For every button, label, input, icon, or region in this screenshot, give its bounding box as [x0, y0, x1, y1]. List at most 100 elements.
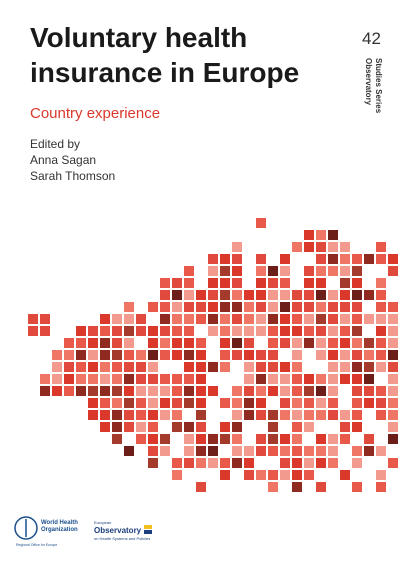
- map-square: [388, 422, 398, 432]
- map-square: [172, 290, 182, 300]
- map-square: [352, 338, 362, 348]
- map-square: [316, 386, 326, 396]
- editor: Sarah Thomson: [30, 169, 115, 183]
- map-square: [124, 446, 134, 456]
- map-square: [304, 326, 314, 336]
- map-square: [148, 434, 158, 444]
- map-square: [280, 458, 290, 468]
- map-square: [160, 386, 170, 396]
- map-square: [388, 302, 398, 312]
- map-square: [340, 290, 350, 300]
- map-square: [136, 326, 146, 336]
- map-square: [292, 350, 302, 360]
- map-square: [328, 326, 338, 336]
- map-square: [268, 482, 278, 492]
- logo-text: European: [94, 520, 111, 525]
- map-square: [208, 458, 218, 468]
- map-square: [328, 350, 338, 360]
- map-square: [112, 362, 122, 372]
- map-square: [160, 374, 170, 384]
- map-square: [292, 386, 302, 396]
- map-square: [76, 386, 86, 396]
- map-square: [340, 266, 350, 276]
- map-square: [28, 314, 38, 324]
- map-square: [304, 242, 314, 252]
- map-square: [292, 326, 302, 336]
- editors-intro: Edited by: [30, 137, 80, 151]
- map-square: [136, 362, 146, 372]
- map-square: [112, 410, 122, 420]
- map-square: [64, 338, 74, 348]
- observatory-logo: European Observatory on Health Systems a…: [94, 520, 152, 541]
- map-square: [304, 398, 314, 408]
- map-square: [220, 254, 230, 264]
- map-square: [256, 434, 266, 444]
- map-square: [292, 422, 302, 432]
- map-square: [304, 410, 314, 420]
- map-square: [244, 362, 254, 372]
- map-square: [376, 326, 386, 336]
- map-square: [124, 374, 134, 384]
- map-square: [256, 302, 266, 312]
- map-square: [136, 386, 146, 396]
- map-square: [28, 326, 38, 336]
- title-line: Voluntary health: [30, 22, 247, 53]
- map-square: [304, 374, 314, 384]
- map-square: [160, 314, 170, 324]
- map-square: [268, 434, 278, 444]
- map-square: [100, 398, 110, 408]
- map-square: [316, 458, 326, 468]
- map-square: [136, 314, 146, 324]
- map-square: [88, 350, 98, 360]
- map-square: [100, 362, 110, 372]
- map-square: [364, 434, 374, 444]
- map-square: [148, 458, 158, 468]
- map-square: [340, 362, 350, 372]
- map-square: [172, 302, 182, 312]
- map-square: [124, 314, 134, 324]
- map-square: [232, 422, 242, 432]
- map-square: [316, 410, 326, 420]
- map-square: [160, 398, 170, 408]
- map-square: [136, 374, 146, 384]
- map-square: [100, 314, 110, 324]
- map-square: [148, 398, 158, 408]
- map-square: [160, 434, 170, 444]
- map-square: [220, 350, 230, 360]
- map-square: [376, 386, 386, 396]
- map-square: [292, 458, 302, 468]
- map-square: [256, 350, 266, 360]
- map-square: [160, 446, 170, 456]
- map-square: [232, 302, 242, 312]
- map-square: [184, 278, 194, 288]
- map-square: [340, 242, 350, 252]
- map-square: [328, 302, 338, 312]
- map-square: [280, 338, 290, 348]
- map-square: [280, 314, 290, 324]
- map-square: [304, 290, 314, 300]
- map-square: [124, 362, 134, 372]
- map-square: [376, 362, 386, 372]
- map-square: [232, 266, 242, 276]
- map-square: [388, 410, 398, 420]
- map-square: [220, 338, 230, 348]
- map-square: [292, 434, 302, 444]
- map-square: [220, 362, 230, 372]
- map-square: [52, 374, 62, 384]
- map-square: [100, 410, 110, 420]
- map-square: [196, 374, 206, 384]
- map-square: [352, 446, 362, 456]
- logo-text: on Health Systems and Policies: [94, 536, 150, 541]
- map-square: [304, 266, 314, 276]
- map-square: [292, 362, 302, 372]
- map-square: [316, 302, 326, 312]
- map-square: [340, 302, 350, 312]
- map-square: [172, 326, 182, 336]
- map-square: [268, 386, 278, 396]
- map-square: [172, 278, 182, 288]
- map-square: [100, 422, 110, 432]
- map-square: [148, 350, 158, 360]
- map-square: [316, 446, 326, 456]
- map-square: [220, 266, 230, 276]
